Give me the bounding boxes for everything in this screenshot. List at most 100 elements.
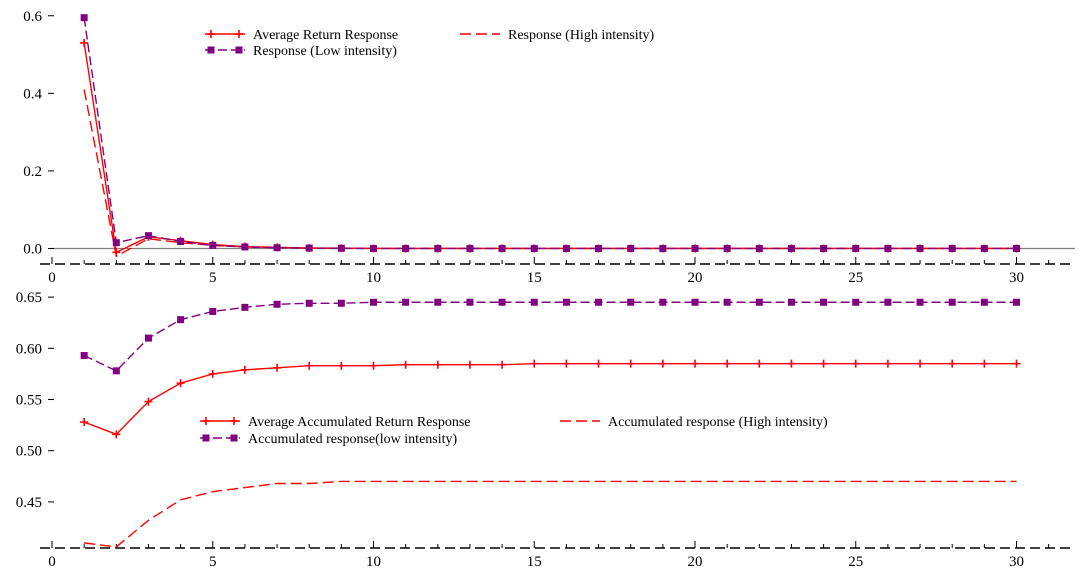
series-line-1 xyxy=(83,42,1017,254)
series-3-point xyxy=(402,244,410,252)
y-tick-label: 0.50 xyxy=(16,444,42,460)
legend-marker xyxy=(202,434,210,442)
legend-marker xyxy=(207,46,215,54)
series-1-point xyxy=(980,359,989,368)
legend-label-3: Accumulated response(low intensity) xyxy=(248,432,458,447)
series-3-point xyxy=(305,299,313,307)
series-3-point xyxy=(241,303,249,311)
x-tick-label: 15 xyxy=(527,554,542,570)
x-tick-label: 10 xyxy=(366,554,381,570)
series-1-point xyxy=(594,359,603,368)
series-3-point xyxy=(241,243,249,251)
series-3-point xyxy=(337,244,345,252)
series-1-point xyxy=(144,397,153,406)
series-3-point xyxy=(209,241,217,249)
series-3-point xyxy=(627,244,635,252)
y-tick-label: 0.4 xyxy=(23,86,42,102)
y-tick-label: 0.0 xyxy=(23,241,42,257)
series-1-point xyxy=(369,361,378,370)
series-3-point xyxy=(209,307,217,315)
series-3-point xyxy=(530,244,538,252)
y-tick-label: 0.6 xyxy=(23,9,42,25)
series-1-point xyxy=(240,365,249,374)
return-response-chart: 0 5 10 15 20 25 30 0.0 0.2 0.4 0.6 Average Return R… xyxy=(23,9,1075,286)
series-3-point xyxy=(273,300,281,308)
series-3-point xyxy=(1013,244,1020,252)
series-3-point xyxy=(948,298,956,306)
series-1-point xyxy=(401,360,410,369)
series-3-point xyxy=(144,334,152,342)
series-3-point xyxy=(144,232,152,240)
series-3-point xyxy=(820,244,828,252)
series-1-point xyxy=(465,360,474,369)
series-3-point xyxy=(370,244,377,252)
series-3-point xyxy=(498,298,506,306)
series-1-point xyxy=(208,369,217,378)
series-3-point xyxy=(787,244,795,252)
series-3-point xyxy=(980,298,988,306)
series-line-3 xyxy=(83,301,1017,372)
x-tick-label: 20 xyxy=(688,554,703,570)
series-3-point xyxy=(434,244,442,252)
series-3-point xyxy=(820,298,828,306)
series-1-point xyxy=(723,359,732,368)
x-tick-label: 25 xyxy=(848,270,863,286)
series-3-point xyxy=(337,299,345,307)
series-3-point xyxy=(723,298,731,306)
series-1-point xyxy=(948,359,957,368)
series-3-point xyxy=(948,244,956,252)
y-tick-label: 0.65 xyxy=(16,290,42,306)
legend-label-3: Response (Low intensity) xyxy=(253,44,397,59)
x-tick-label: 0 xyxy=(48,270,56,286)
legend-marker xyxy=(207,30,215,38)
series-1-point xyxy=(562,359,571,368)
series-1-point xyxy=(755,359,764,368)
series-1-point xyxy=(337,361,346,370)
series-line-3 xyxy=(83,17,1017,250)
series-1-point xyxy=(819,359,828,368)
series-1-point xyxy=(916,359,925,368)
x-tick-label: 15 xyxy=(527,270,542,286)
y-tick-label: 0.60 xyxy=(16,341,42,357)
series-1-point xyxy=(883,359,892,368)
series-1-point xyxy=(305,361,314,370)
series-3-point xyxy=(595,298,603,306)
x-tick-label: 5 xyxy=(209,554,217,570)
series-3-point xyxy=(755,244,763,252)
series-3-point xyxy=(80,351,88,359)
series-3-point xyxy=(755,298,763,306)
series-3-point xyxy=(884,298,892,306)
x-tick-label: 5 xyxy=(209,270,217,286)
series-1-point xyxy=(80,418,89,427)
x-tick-label: 10 xyxy=(366,270,381,286)
series-3-point xyxy=(723,244,731,252)
series-1-point xyxy=(433,360,442,369)
series-3-point xyxy=(916,298,924,306)
series-3-point xyxy=(402,298,410,306)
series-1-point xyxy=(530,359,539,368)
series-3-point xyxy=(884,244,892,252)
y-tick-label: 0.55 xyxy=(16,393,42,409)
series-3-point xyxy=(112,367,120,375)
series-line-1 xyxy=(83,362,1017,436)
series-3-point xyxy=(466,298,474,306)
legend-label-1: Average Return Response xyxy=(253,28,398,43)
legend-marker xyxy=(230,417,238,425)
series-1-point xyxy=(498,360,507,369)
series-3-point xyxy=(916,244,924,252)
series-3-point xyxy=(530,298,538,306)
series-1-point xyxy=(626,359,635,368)
accumulated-response-chart: 0 5 10 15 20 25 30 0.45 0.50 0.55 0.60 0.65 Average … xyxy=(16,290,1075,570)
series-3-point xyxy=(595,244,603,252)
series-3-point xyxy=(466,244,474,252)
series-3-point xyxy=(1013,298,1020,306)
series-3-point xyxy=(691,298,699,306)
legend-label-2: Accumulated response (High intensity) xyxy=(608,415,828,430)
series-3-point xyxy=(627,298,635,306)
y-tick-label: 0.45 xyxy=(16,495,42,511)
x-tick-label: 30 xyxy=(1009,554,1024,570)
x-tick-label: 20 xyxy=(688,270,703,286)
series-1-point xyxy=(80,38,89,47)
series-3-point xyxy=(852,298,860,306)
